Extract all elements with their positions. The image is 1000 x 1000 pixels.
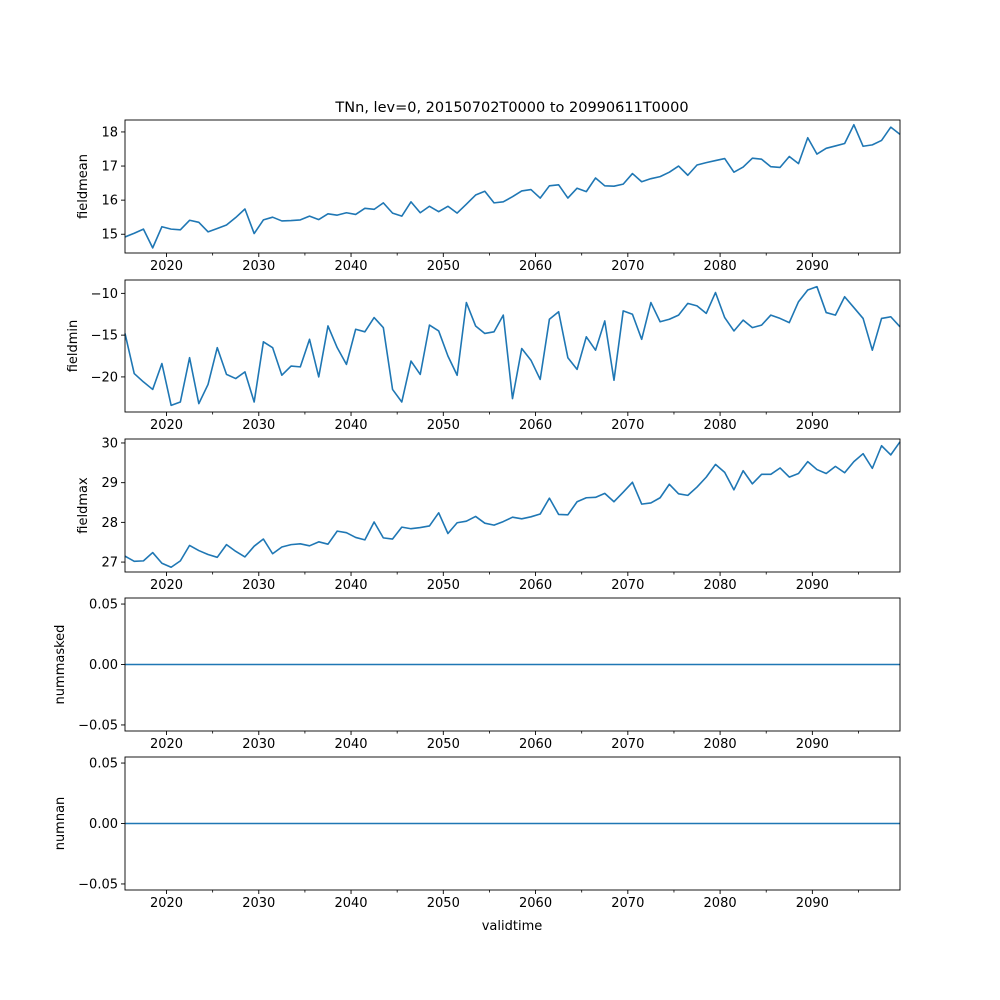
panel-numnan: −0.05 0.00 0.05 2020 2030 2040 2050 2060 2070 208…: [53, 757, 901, 911]
x-tick-label: 2050: [427, 896, 460, 911]
x-tick-label: 2040: [334, 737, 367, 752]
x-tick-label: 2070: [611, 578, 644, 593]
y-tick-label: 27: [101, 556, 118, 571]
x-tick-label: 2070: [611, 259, 644, 274]
y-axis-label-numnan: numnan: [53, 797, 68, 851]
y-tick-label: 0.05: [89, 757, 118, 772]
x-tick-label: 2090: [796, 896, 829, 911]
axes-frame-fieldmean: [124, 119, 901, 254]
x-tick-label: 2070: [611, 896, 644, 911]
x-tick-label: 2050: [427, 259, 460, 274]
y-tick-label: 18: [101, 125, 118, 140]
x-tick-label: 2040: [334, 259, 367, 274]
y-tick-label: 0.00: [89, 658, 118, 673]
x-tick-label: 2040: [334, 578, 367, 593]
panel-nummasked: −0.05 0.00 0.05 2020 2030 2040 2050 2060 2070 208…: [53, 598, 901, 752]
x-tick-label: 2080: [704, 259, 737, 274]
x-tick-label: 2030: [242, 578, 275, 593]
x-tick-label: 2050: [427, 737, 460, 752]
x-tick-label: 2070: [611, 737, 644, 752]
panel-fieldmin: −20 −15 −10 2020 2030 2040 2050 2060 2070 2080 209…: [66, 279, 901, 433]
x-tick-label: 2050: [427, 418, 460, 433]
y-tick-label: 30: [101, 436, 118, 451]
x-tick-label: 2060: [519, 259, 552, 274]
x-tick-label: 2020: [150, 896, 183, 911]
x-tick-label: 2090: [796, 737, 829, 752]
axes-frame-fieldmin: [124, 279, 901, 413]
x-tick-label: 2090: [796, 418, 829, 433]
x-tick-label: 2020: [150, 578, 183, 593]
y-tick-label: −20: [91, 370, 118, 385]
x-tick-label: 2080: [704, 578, 737, 593]
y-axis-label-fieldmean: fieldmean: [76, 154, 91, 219]
axes-frame-fieldmax: [124, 438, 901, 573]
x-tick-label: 2030: [242, 259, 275, 274]
x-tick-label: 2040: [334, 418, 367, 433]
x-tick-label: 2060: [519, 896, 552, 911]
y-tick-label: −0.05: [78, 718, 118, 733]
x-tick-label: 2020: [150, 737, 183, 752]
y-axis-label-nummasked: nummasked: [53, 625, 68, 705]
series-line-fieldmax: [124, 441, 901, 569]
x-tick-label: 2060: [519, 737, 552, 752]
y-axis-label-fieldmin: fieldmin: [66, 320, 81, 373]
x-tick-label: 2040: [334, 896, 367, 911]
x-tick-label: 2060: [519, 578, 552, 593]
x-tick-label: 2070: [611, 418, 644, 433]
x-tick-label: 2020: [150, 259, 183, 274]
y-tick-label: 0.00: [89, 817, 118, 832]
x-tick-label: 2090: [796, 578, 829, 593]
y-tick-label: 28: [101, 516, 118, 531]
series-line-fieldmean: [124, 123, 901, 249]
x-tick-label: 2080: [704, 737, 737, 752]
x-tick-label: 2030: [242, 418, 275, 433]
panel-fieldmax: 27 28 29 30 2020 2030 2040 2050 2060 2070 2080 2090…: [76, 436, 901, 593]
x-tick-label: 2050: [427, 578, 460, 593]
y-tick-label: 29: [101, 476, 118, 491]
y-tick-label: −0.05: [78, 877, 118, 892]
x-axis-label: validtime: [482, 919, 543, 934]
y-tick-label: 16: [101, 194, 118, 209]
x-tick-label: 2030: [242, 737, 275, 752]
x-tick-label: 2030: [242, 896, 275, 911]
panel-fieldmean: 15 16 17 18 2020 2030 2040 2050 2060 2070 2080 2090…: [76, 119, 901, 274]
y-tick-label: 0.05: [89, 598, 118, 613]
y-tick-label: −15: [91, 329, 118, 344]
y-tick-label: 17: [101, 160, 118, 175]
y-tick-label: −10: [91, 287, 118, 302]
chart-title: TNn, lev=0, 20150702T0000 to 20990611T00…: [334, 100, 688, 116]
x-tick-label: 2080: [704, 418, 737, 433]
x-tick-label: 2060: [519, 418, 552, 433]
x-tick-label: 2020: [150, 418, 183, 433]
y-axis-label-fieldmax: fieldmax: [76, 477, 91, 534]
series-line-fieldmin: [124, 285, 901, 407]
x-tick-label: 2090: [796, 259, 829, 274]
x-tick-label: 2080: [704, 896, 737, 911]
y-tick-label: 15: [101, 228, 118, 243]
